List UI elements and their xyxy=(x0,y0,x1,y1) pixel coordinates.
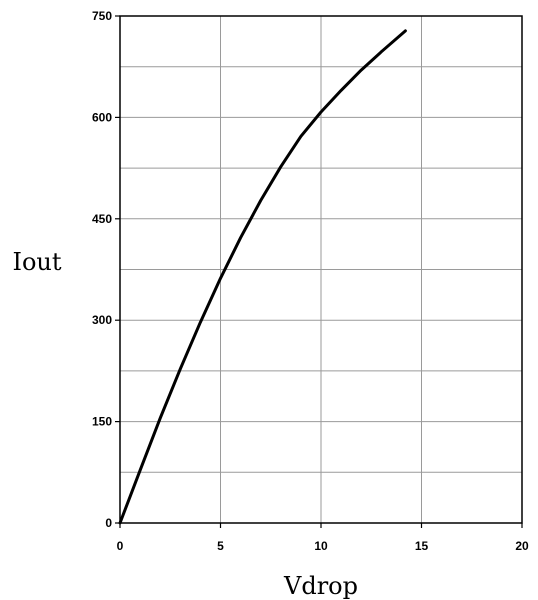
data-series xyxy=(118,29,407,525)
axis-ticks: 0 5 10 15 20 0 150 300 450 600 750 xyxy=(92,9,529,553)
x-tick-label: 0 xyxy=(117,539,124,553)
grid-lines xyxy=(120,16,522,523)
y-tick-label: 450 xyxy=(92,212,112,226)
y-tick-label: 600 xyxy=(92,110,112,124)
y-axis-title: Iout xyxy=(12,248,61,276)
y-tick-label: 0 xyxy=(105,516,112,530)
x-tick-label: 10 xyxy=(314,539,328,553)
y-tick-label: 300 xyxy=(92,313,112,327)
y-tick-label: 150 xyxy=(92,415,112,429)
x-axis-title: Vdrop xyxy=(283,572,358,600)
x-tick-label: 5 xyxy=(217,539,224,553)
series-line xyxy=(118,29,407,525)
x-tick-label: 20 xyxy=(515,539,529,553)
x-tick-label: 15 xyxy=(415,539,429,553)
y-tick-label: 750 xyxy=(92,9,112,23)
